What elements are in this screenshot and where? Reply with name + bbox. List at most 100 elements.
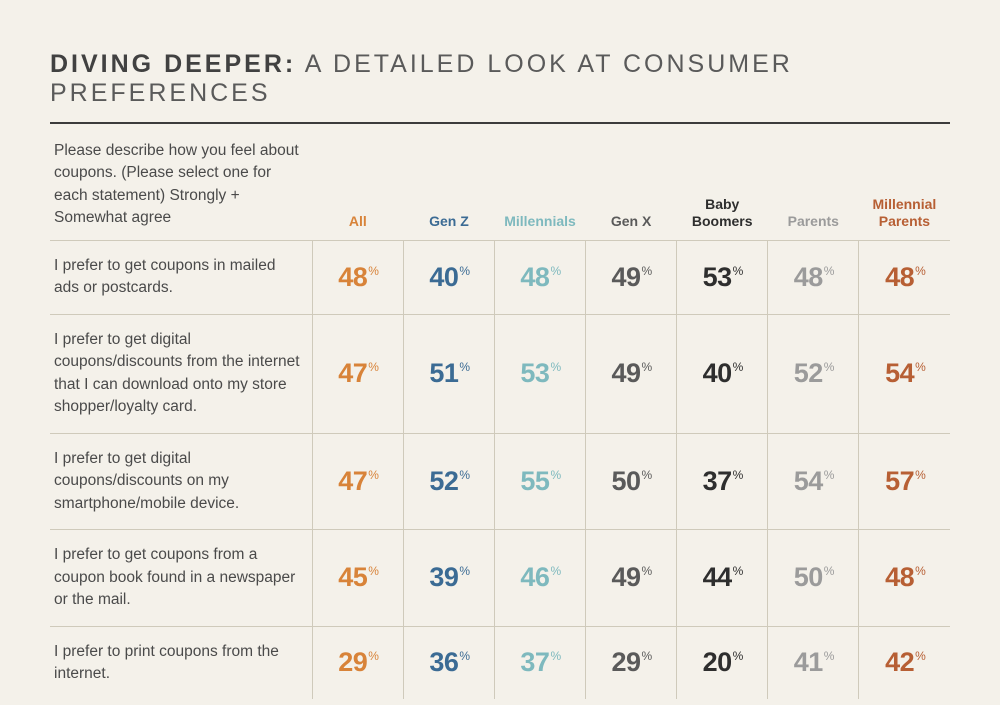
value: 47%	[338, 466, 377, 497]
column-header: Parents	[768, 136, 859, 240]
percent-symbol: %	[824, 264, 834, 278]
value: 37%	[703, 466, 742, 497]
percent-symbol: %	[368, 264, 378, 278]
percent-symbol: %	[368, 468, 378, 482]
value: 29%	[612, 647, 651, 678]
value-cell: 52%	[768, 314, 859, 433]
percent-symbol: %	[459, 649, 469, 663]
value: 45%	[338, 562, 377, 593]
header-row: Please describe how you feel about coupo…	[50, 136, 950, 240]
percent-symbol: %	[733, 564, 743, 578]
value-cell: 49%	[586, 314, 677, 433]
value-cell: 47%	[312, 433, 403, 529]
value-cell: 45%	[312, 530, 403, 626]
percent-symbol: %	[824, 360, 834, 374]
percent-symbol: %	[642, 264, 652, 278]
percent-symbol: %	[642, 360, 652, 374]
value-cell: 40%	[677, 314, 768, 433]
page-title: DIVING DEEPER: A DETAILED LOOK AT CONSUM…	[50, 50, 950, 108]
percent-symbol: %	[550, 264, 560, 278]
percent-symbol: %	[824, 649, 834, 663]
percent-symbol: %	[642, 649, 652, 663]
value: 55%	[520, 466, 559, 497]
statement-cell: I prefer to print coupons from the inter…	[50, 626, 312, 699]
statement-cell: I prefer to get coupons from a coupon bo…	[50, 530, 312, 626]
value: 20%	[703, 647, 742, 678]
column-header: MillennialParents	[859, 136, 950, 240]
value: 42%	[885, 647, 924, 678]
value-cell: 42%	[859, 626, 950, 699]
table-body: I prefer to get coupons in mailed ads or…	[50, 240, 950, 699]
value-cell: 52%	[403, 433, 494, 529]
value-cell: 48%	[859, 240, 950, 314]
percent-symbol: %	[642, 468, 652, 482]
value: 47%	[338, 358, 377, 389]
percent-symbol: %	[733, 264, 743, 278]
percent-symbol: %	[459, 468, 469, 482]
value: 48%	[520, 262, 559, 293]
value: 52%	[794, 358, 833, 389]
column-header: Millennials	[494, 136, 585, 240]
value-cell: 54%	[859, 314, 950, 433]
value: 40%	[429, 262, 468, 293]
value: 50%	[794, 562, 833, 593]
table-row: I prefer to get coupons in mailed ads or…	[50, 240, 950, 314]
table-row: I prefer to get coupons from a coupon bo…	[50, 530, 950, 626]
percent-symbol: %	[915, 468, 925, 482]
value: 48%	[885, 262, 924, 293]
percent-symbol: %	[733, 649, 743, 663]
value-cell: 51%	[403, 314, 494, 433]
value-cell: 49%	[586, 530, 677, 626]
percent-symbol: %	[550, 468, 560, 482]
statement-cell: I prefer to get digital coupons/discount…	[50, 433, 312, 529]
percent-symbol: %	[915, 649, 925, 663]
value-cell: 37%	[494, 626, 585, 699]
value: 48%	[338, 262, 377, 293]
percent-symbol: %	[550, 649, 560, 663]
column-header: Gen Z	[403, 136, 494, 240]
value: 40%	[703, 358, 742, 389]
value-cell: 48%	[494, 240, 585, 314]
value: 52%	[429, 466, 468, 497]
value: 49%	[612, 262, 651, 293]
value: 53%	[703, 262, 742, 293]
percent-symbol: %	[368, 564, 378, 578]
percent-symbol: %	[459, 360, 469, 374]
value: 48%	[794, 262, 833, 293]
table-row: I prefer to get digital coupons/discount…	[50, 433, 950, 529]
percent-symbol: %	[824, 468, 834, 482]
title-rule	[50, 122, 950, 124]
value-cell: 29%	[586, 626, 677, 699]
value-cell: 46%	[494, 530, 585, 626]
value-cell: 53%	[677, 240, 768, 314]
percent-symbol: %	[368, 360, 378, 374]
percent-symbol: %	[915, 564, 925, 578]
value: 36%	[429, 647, 468, 678]
value-cell: 29%	[312, 626, 403, 699]
percent-symbol: %	[459, 264, 469, 278]
percent-symbol: %	[550, 360, 560, 374]
value: 39%	[429, 562, 468, 593]
column-header: All	[312, 136, 403, 240]
value: 49%	[612, 358, 651, 389]
table-row: I prefer to print coupons from the inter…	[50, 626, 950, 699]
percent-symbol: %	[733, 468, 743, 482]
value-cell: 54%	[768, 433, 859, 529]
value: 48%	[885, 562, 924, 593]
value-cell: 44%	[677, 530, 768, 626]
value-cell: 36%	[403, 626, 494, 699]
percent-symbol: %	[550, 564, 560, 578]
value-cell: 20%	[677, 626, 768, 699]
statement-cell: I prefer to get digital coupons/discount…	[50, 314, 312, 433]
value-cell: 48%	[859, 530, 950, 626]
column-header: Gen X	[586, 136, 677, 240]
percent-symbol: %	[642, 564, 652, 578]
statement-cell: I prefer to get coupons in mailed ads or…	[50, 240, 312, 314]
value: 29%	[338, 647, 377, 678]
value: 50%	[612, 466, 651, 497]
value: 51%	[429, 358, 468, 389]
value: 37%	[520, 647, 559, 678]
value-cell: 49%	[586, 240, 677, 314]
table-row: I prefer to get digital coupons/discount…	[50, 314, 950, 433]
value-cell: 48%	[768, 240, 859, 314]
